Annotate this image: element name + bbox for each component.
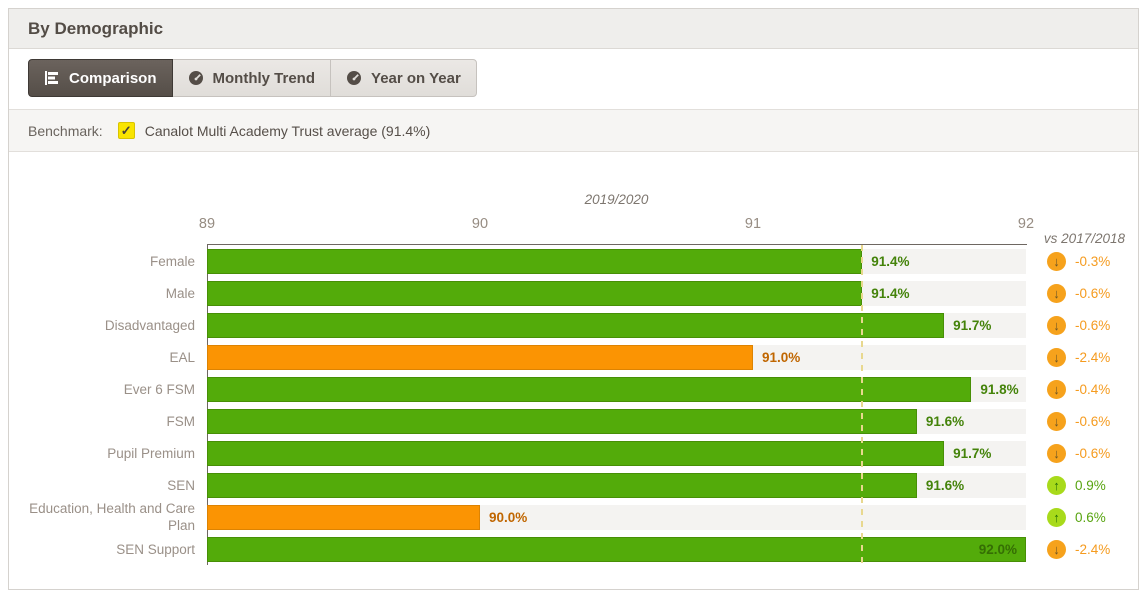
change-indicator: ↓ -0.6% [1047,409,1110,434]
arrow-up-icon: ↑ [1047,508,1066,527]
category-label: Female [149,253,195,269]
tab-monthly-trend[interactable]: Monthly Trend [171,59,332,97]
bar-track: 91.6% [207,473,1026,498]
change-value: -0.6% [1075,414,1111,429]
bar[interactable] [207,409,917,434]
tab-label: Comparison [69,69,157,87]
bar-track: 91.6% [207,409,1026,434]
change-value: 0.9% [1075,478,1106,493]
category-label: Ever 6 FSM [123,381,195,397]
category-label: Education, Health and Care Plan [29,501,195,533]
bar[interactable] [207,249,863,274]
category-label: Pupil Premium [107,445,195,461]
gauge-icon [188,70,204,86]
bar-value-label: 91.8% [980,382,1019,397]
bar-track: 91.0% [207,345,1026,370]
bar-track: 90.0% [207,505,1026,530]
by-demographic-panel: By Demographic Comparison Monthly Trend … [8,8,1139,590]
category-label: Disadvantaged [104,317,195,333]
arrow-down-icon: ↓ [1047,444,1066,463]
bar-chart-horizontal-icon [44,70,60,86]
category-label: SEN [167,477,195,493]
view-tabs: Comparison Monthly Trend Year on Year [28,59,477,97]
comparison-column-header: vs 2017/2018 [1043,231,1125,246]
bar-value-label: 91.6% [925,478,965,493]
change-value: -0.3% [1075,254,1111,269]
arrow-down-icon: ↓ [1047,540,1066,559]
tab-label: Monthly Trend [212,69,316,87]
bar-track: 91.7% [207,441,1026,466]
benchmark-bar: Benchmark: ✓ Canalot Multi Academy Trust… [9,109,1138,152]
change-indicator: ↓ -0.6% [1047,281,1110,306]
bar-value-label: 91.6% [925,414,965,429]
change-indicator: ↓ -2.4% [1047,345,1110,370]
bar-value-label: 90.0% [488,510,528,525]
bar-value-label: 92.0% [978,542,1017,557]
change-indicator: ↑ 0.9% [1047,473,1106,498]
axis-title: 2019/2020 [584,192,649,207]
benchmark-label: Benchmark: [28,122,103,139]
bar[interactable] [207,505,480,530]
change-value: 0.6% [1075,510,1106,525]
change-value: -2.4% [1075,350,1111,365]
benchmark-line [861,245,864,565]
change-value: -2.4% [1075,542,1111,557]
arrow-down-icon: ↓ [1047,284,1066,303]
bar-value-label: 91.0% [762,350,801,365]
gauge-icon [346,70,362,86]
arrow-down-icon: ↓ [1047,316,1066,335]
bar-track: 91.4% [207,281,1026,306]
bar-value-label: 91.4% [871,254,910,269]
change-indicator: ↓ -0.3% [1047,249,1110,274]
bar[interactable] [207,313,945,338]
x-axis-line [207,244,1027,245]
benchmark-checkbox[interactable]: ✓ [117,122,135,139]
chart-canvas: 2019/2020 89 90 91 92 vs 2017/2018 Femal… [9,152,1138,589]
change-indicator: ↓ -0.4% [1047,377,1110,402]
bar-track: 92.0% [207,537,1026,562]
bar[interactable] [207,345,754,370]
bar[interactable] [207,473,917,498]
benchmark-text: Canalot Multi Academy Trust average (91.… [144,122,431,139]
arrow-down-icon: ↓ [1047,252,1066,271]
change-indicator: ↓ -0.6% [1047,441,1110,466]
change-indicator: ↓ -0.6% [1047,313,1110,338]
tab-year-on-year[interactable]: Year on Year [330,59,477,97]
bar[interactable] [207,537,1026,562]
bar-value-label: 91.7% [953,446,992,461]
category-label: Male [165,285,195,301]
bar[interactable] [207,441,945,466]
tab-comparison[interactable]: Comparison [28,59,173,97]
arrow-down-icon: ↓ [1047,412,1066,431]
category-label: SEN Support [116,541,195,557]
x-tick: 89 [198,216,216,232]
x-tick: 91 [744,216,762,232]
bar-track: 91.7% [207,313,1026,338]
bar-track: 91.8% [207,377,1026,402]
tab-label: Year on Year [371,69,461,87]
change-value: -0.4% [1075,382,1111,397]
bar-track: 91.4% [207,249,1026,274]
arrow-down-icon: ↓ [1047,380,1066,399]
arrow-down-icon: ↓ [1047,348,1066,367]
category-label: EAL [169,349,195,365]
change-value: -0.6% [1075,318,1111,333]
change-value: -0.6% [1075,446,1111,461]
y-axis-line [207,244,208,565]
bar[interactable] [207,281,863,306]
change-indicator: ↑ 0.6% [1047,505,1106,530]
bar-value-label: 91.7% [953,318,992,333]
bar-value-label: 91.4% [871,286,910,301]
change-value: -0.6% [1075,286,1111,301]
bar[interactable] [207,377,972,402]
category-label: FSM [166,413,196,429]
x-tick: 90 [471,216,489,232]
x-tick: 92 [1017,216,1035,232]
arrow-up-icon: ↑ [1047,476,1066,495]
page-title: By Demographic [9,9,1138,49]
change-indicator: ↓ -2.4% [1047,537,1110,562]
